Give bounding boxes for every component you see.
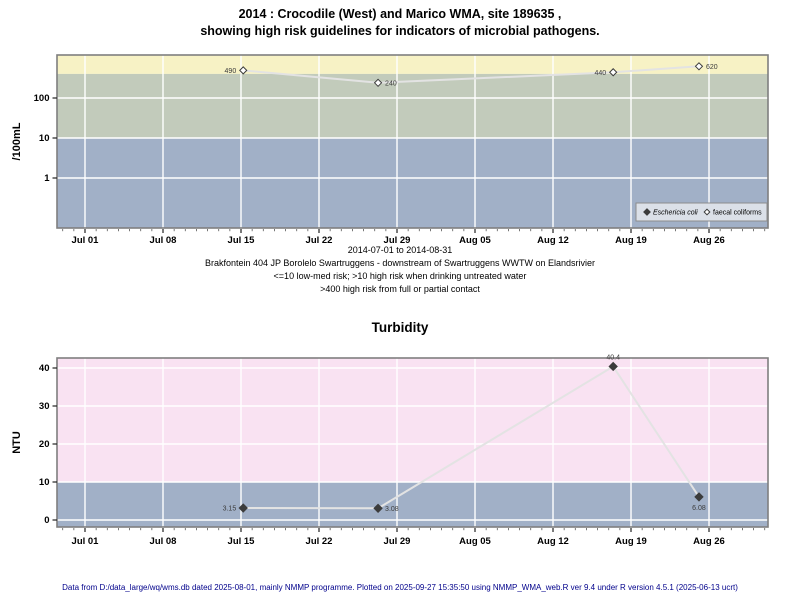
microbial-pathogens-chart: Jul 01 Jul 08 Jul 15 Jul 22 Jul 29 Aug 05 Aug … (11, 54, 769, 246)
y-axis-tick-label: 20 (39, 439, 50, 450)
turbidity-chart: Jul 01 Jul 08 Jul 15 Jul 22 Jul 29 Aug 05 Aug … (11, 354, 769, 547)
legend-open-diamond-icon (703, 208, 711, 216)
y-axis-tick-label: 10 (39, 477, 50, 488)
chart1-subtitle: 2014-07-01 to 2014-08-31 Brakfontein 404… (0, 244, 800, 296)
data-point (373, 78, 383, 87)
x-axis-tick-label: Jul 22 (306, 536, 333, 547)
data-point (238, 503, 248, 513)
data-point-label: 240 (385, 80, 397, 87)
risk-band-1 (57, 73, 768, 138)
x-axis-tick-label: Jul 08 (150, 536, 177, 547)
data-point (373, 503, 383, 514)
chart1-title-line1: 2014 : Crocodile (West) and Marico WMA, … (238, 7, 562, 21)
x-axis-tick-label: Aug 12 (537, 235, 569, 246)
x-axis-tick-label: Jul 15 (228, 235, 256, 246)
legend-label-ecoli: Eschericia coli (653, 210, 698, 217)
x-axis-tick-label: Jul 01 (72, 235, 100, 246)
data-point-label: 3.15 (223, 506, 237, 513)
subtitle-site-description: Brakfontein 404 JP Borolelo Swartruggens… (204, 258, 595, 268)
footer-note: Data from D:/data_large/wq/wms.db dated … (62, 583, 738, 592)
subtitle-risk-note-1: <=10 low-med risk; >10 high risk when dr… (273, 271, 527, 281)
x-axis-tick-label: Aug 05 (459, 235, 491, 246)
data-point-label: 620 (706, 64, 718, 71)
legend-box (635, 202, 768, 222)
subtitle-risk-note-2: >400 high risk from full or partial cont… (320, 284, 480, 294)
y-axis-tick-label: 0 (44, 515, 49, 526)
x-axis-tick-label: Jul 15 (228, 536, 256, 547)
x-axis-tick-label: Jul 29 (384, 536, 411, 547)
y-axis-tick-label: 40 (39, 363, 50, 374)
y-axis-tick-label: 30 (39, 401, 50, 412)
x-axis-tick-label: Aug 12 (537, 536, 569, 547)
data-point (608, 68, 618, 77)
risk-band-0 (57, 55, 768, 74)
plot-border (56, 54, 769, 229)
x-axis-tick-label: Aug 26 (693, 235, 725, 246)
data-point-label: 440 (594, 70, 606, 77)
data-point-label: 6.08 (692, 505, 706, 512)
x-axis-tick-label: Jul 01 (72, 536, 100, 547)
series-line (243, 365, 700, 510)
x-axis-tick-label: Aug 05 (459, 536, 491, 547)
y-axis-label: /100mL (11, 122, 23, 160)
chart1-title-line2: showing high risk guidelines for indicat… (200, 24, 600, 38)
subtitle-date-range: 2014-07-01 to 2014-08-31 (347, 245, 453, 255)
y-axis-tick-label: 1 (44, 173, 50, 184)
x-axis-tick-label: Jul 29 (384, 235, 411, 246)
data-point-label: 40.4 (606, 354, 620, 361)
chart1-title: 2014 : Crocodile (West) and Marico WMA, … (0, 6, 800, 40)
x-axis-tick-label: Aug 26 (693, 536, 725, 547)
data-point-label: 3.08 (385, 506, 399, 513)
legend-label-faecal-coliforms: faecal coliforms (713, 210, 762, 217)
y-axis-tick-label: 100 (34, 93, 50, 104)
data-point (608, 361, 618, 372)
data-point-label: 490 (225, 68, 237, 75)
series-line (243, 65, 700, 84)
data-point (694, 62, 704, 71)
data-point (239, 66, 248, 75)
y-axis-label: NTU (11, 431, 23, 454)
x-axis-tick-label: Aug 19 (615, 536, 647, 547)
legend-filled-diamond-icon (643, 208, 651, 216)
chart2-title: Turbidity (371, 320, 429, 335)
x-axis-tick-label: Jul 22 (306, 235, 333, 246)
data-point (694, 492, 704, 502)
plot-border (56, 357, 769, 528)
x-axis-tick-label: Aug 19 (615, 235, 647, 246)
y-axis-tick-label: 10 (39, 133, 50, 144)
x-axis-tick-label: Jul 08 (150, 235, 177, 246)
